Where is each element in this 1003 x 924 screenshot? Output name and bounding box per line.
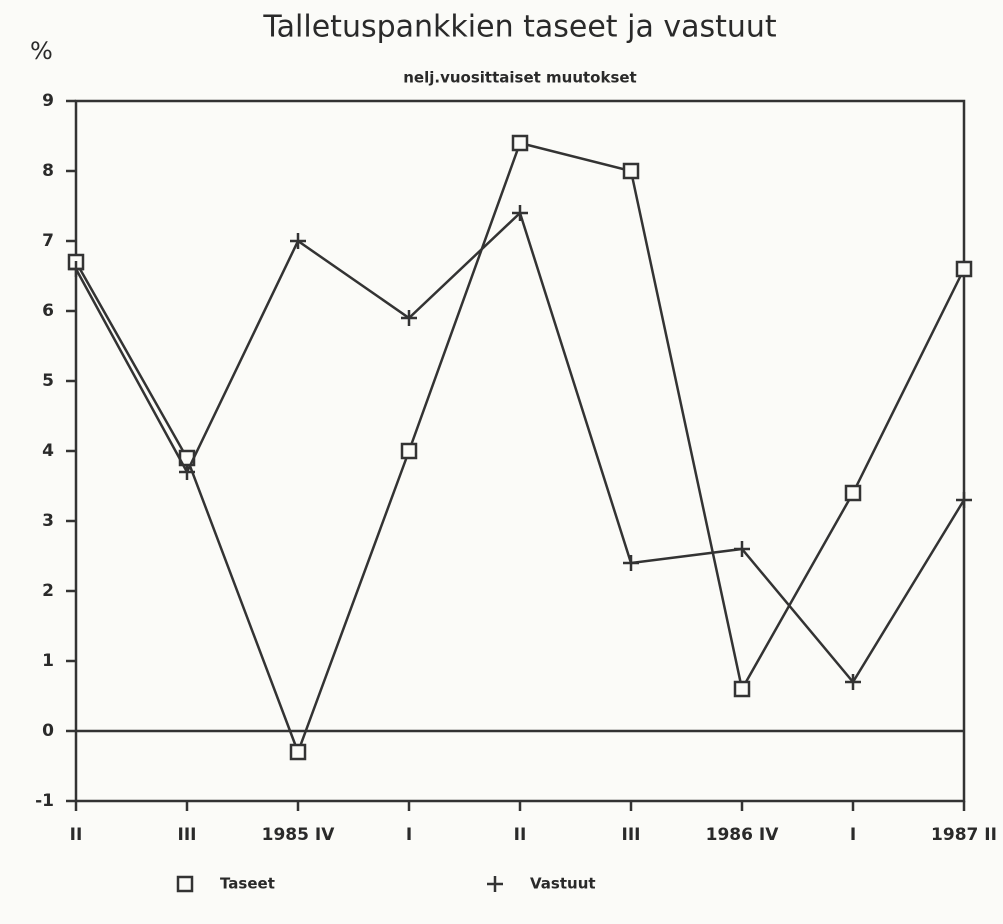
marker-plus <box>623 555 639 571</box>
marker-square <box>176 875 194 893</box>
y-tick-label: 1 <box>42 651 54 671</box>
y-axis-label: % <box>30 37 53 65</box>
marker-square <box>955 260 973 278</box>
marker-plus <box>68 261 84 277</box>
y-tick-label: 4 <box>42 441 54 461</box>
x-tick-label: 1987 II <box>931 825 997 845</box>
marker-plus <box>487 876 503 892</box>
y-tick-label: 6 <box>42 301 54 321</box>
x-tick-label: I <box>406 825 412 845</box>
y-tick-label: 7 <box>42 231 54 251</box>
chart-subtitle: nelj.vuosittaiset muutokset <box>403 69 636 87</box>
marker-plus <box>179 464 195 480</box>
x-tick-label: 1986 IV <box>706 825 780 845</box>
y-tick-label: 9 <box>42 91 54 111</box>
y-tick-label: -1 <box>35 791 54 811</box>
marker-plus <box>845 674 861 690</box>
marker-plus <box>956 492 972 508</box>
marker-square <box>622 162 640 180</box>
marker-square <box>289 743 307 761</box>
series-line <box>74 210 966 685</box>
x-tick-label: III <box>178 825 197 845</box>
marker-plus <box>401 310 417 326</box>
y-tick-label: 3 <box>42 511 54 531</box>
chart-title: Talletuspankkien taseet ja vastuut <box>262 10 777 45</box>
series-line <box>74 141 966 756</box>
marker-square <box>733 680 751 698</box>
x-tick-label: I <box>850 825 856 845</box>
plot-frame <box>74 99 966 803</box>
x-tick-label: III <box>622 825 641 845</box>
x-tick-label: II <box>514 825 527 845</box>
marker-plus <box>734 541 750 557</box>
marker-plus <box>512 205 528 221</box>
y-tick-label: 5 <box>42 371 54 391</box>
marker-plus <box>290 233 306 249</box>
x-tick-label: II <box>70 825 83 845</box>
y-tick-label: 2 <box>42 581 54 601</box>
marker-square <box>511 134 529 152</box>
y-tick-label: 0 <box>42 721 54 741</box>
y-tick-label: 8 <box>42 161 54 181</box>
x-tick-label: 1985 IV <box>262 825 336 845</box>
legend-label: Taseet <box>220 875 275 893</box>
marker-square <box>400 442 418 460</box>
legend-label: Vastuut <box>530 875 596 893</box>
marker-square <box>844 484 862 502</box>
